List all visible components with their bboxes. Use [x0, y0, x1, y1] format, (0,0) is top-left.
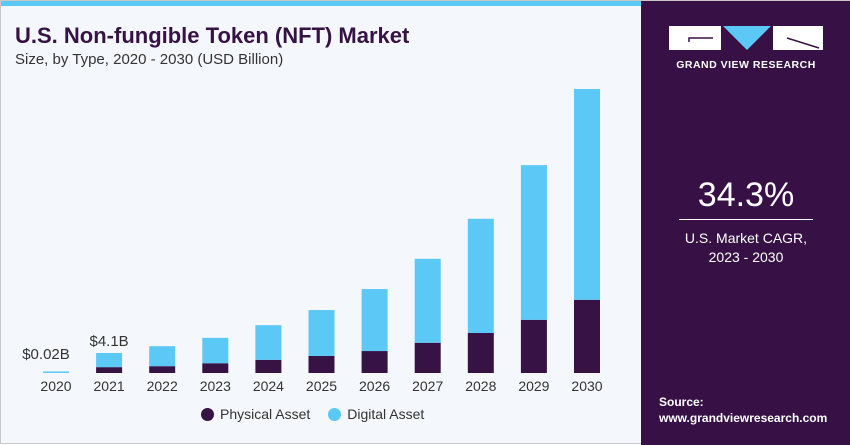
bar-physical-2030 [574, 300, 600, 373]
bar-physical-2029 [521, 320, 547, 373]
cagr-label-line1: U.S. Market CAGR, [641, 229, 850, 248]
bar-digital-2020 [43, 371, 69, 373]
x-tick-label: 2023 [200, 378, 231, 394]
x-tick-label: 2028 [465, 378, 496, 394]
bar-digital-2030 [574, 89, 600, 300]
bar-digital-2027 [415, 259, 441, 343]
source-url[interactable]: www.grandviewresearch.com [659, 410, 827, 426]
bar-digital-2024 [255, 325, 281, 360]
bar-digital-2022 [149, 346, 175, 366]
bar-digital-2021 [96, 353, 122, 367]
bar-physical-2025 [309, 356, 335, 373]
x-tick-label: 2022 [147, 378, 178, 394]
legend-dot-digital [328, 408, 341, 421]
bar-digital-2029 [521, 165, 547, 320]
bar-physical-2026 [362, 351, 388, 373]
side-panel: GRAND VIEW RESEARCH 34.3% U.S. Market CA… [641, 1, 850, 445]
cagr-value: 34.3% [641, 176, 850, 215]
bar-physical-2022 [149, 366, 175, 373]
legend-digital: Digital Asset [328, 406, 424, 422]
source-label: Source: [659, 394, 827, 410]
x-tick-label: 2024 [253, 378, 284, 394]
bar-physical-2024 [255, 360, 281, 373]
legend-label: Digital Asset [347, 406, 424, 422]
bar-digital-2023 [202, 338, 228, 363]
bar-digital-2028 [468, 219, 494, 333]
x-tick-label: 2025 [306, 378, 337, 394]
x-tick-label: 2021 [94, 378, 125, 394]
legend: Physical Asset Digital Asset [201, 406, 424, 422]
grand-view-research-logo [669, 26, 823, 50]
x-tick-label: 2020 [40, 378, 71, 394]
legend-label: Physical Asset [220, 406, 310, 422]
source: Source: www.grandviewresearch.com [659, 394, 827, 426]
cagr-label-line2: 2023 - 2030 [641, 248, 850, 267]
data-label: $4.1B [89, 333, 128, 350]
bar-physical-2028 [468, 333, 494, 373]
bar-physical-2021 [96, 367, 122, 373]
x-tick-label: 2029 [518, 378, 549, 394]
x-tick-label: 2027 [412, 378, 443, 394]
bar-chart: 2020 2021 2022 2023 2024 2025 2026 2027 2028 2029… [1, 1, 641, 401]
bar-physical-2027 [415, 343, 441, 373]
divider [679, 219, 813, 220]
data-label: $0.02B [22, 346, 70, 363]
bar-digital-2025 [309, 310, 335, 356]
x-tick-label: 2026 [359, 378, 390, 394]
bar-digital-2026 [362, 289, 388, 351]
cagr-label: U.S. Market CAGR, 2023 - 2030 [641, 229, 850, 267]
legend-dot-physical [201, 408, 214, 421]
bar-physical-2023 [202, 363, 228, 373]
brand-name: GRAND VIEW RESEARCH [641, 59, 850, 71]
legend-physical: Physical Asset [201, 406, 310, 422]
x-tick-label: 2030 [571, 378, 602, 394]
